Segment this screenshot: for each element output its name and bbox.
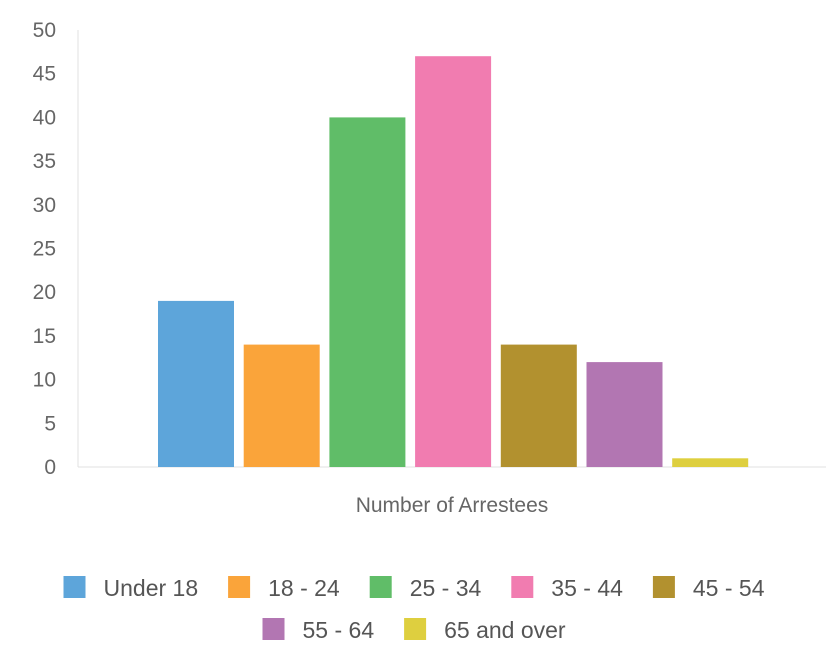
y-tick-label: 0 xyxy=(44,456,56,479)
y-tick-label: 20 xyxy=(33,281,56,304)
legend-swatch-0[interactable] xyxy=(63,576,86,598)
bar-series-0[interactable] xyxy=(158,300,234,467)
y-axis-ticks: 0 5 10 15 20 25 30 35 40 45 50 xyxy=(33,19,56,479)
bar-series-4[interactable] xyxy=(500,344,577,467)
bars-group xyxy=(158,56,749,468)
y-tick-label: 25 xyxy=(33,238,56,261)
y-tick-label: 15 xyxy=(33,325,56,348)
legend: Under 18 18 - 24 25 - 34 35 - 44 45 - 54 55 -… xyxy=(63,575,765,643)
legend-label-1[interactable]: 18 - 24 xyxy=(268,575,340,601)
y-tick-label: 40 xyxy=(33,106,56,129)
legend-swatch-5[interactable] xyxy=(262,618,285,640)
x-axis-label: Number of Arrestees xyxy=(356,494,549,517)
y-tick-label: 50 xyxy=(33,19,56,42)
bar-series-3[interactable] xyxy=(415,56,492,467)
legend-swatch-6[interactable] xyxy=(404,618,427,640)
y-tick-label: 35 xyxy=(33,150,56,173)
bar-series-5[interactable] xyxy=(586,362,663,467)
legend-swatch-2[interactable] xyxy=(369,576,392,598)
legend-label-6[interactable]: 65 and over xyxy=(444,617,566,643)
legend-label-5[interactable]: 55 - 64 xyxy=(303,617,375,643)
legend-label-3[interactable]: 35 - 44 xyxy=(551,575,623,601)
y-tick-label: 5 xyxy=(44,412,56,435)
legend-swatch-3[interactable] xyxy=(511,576,534,598)
legend-label-4[interactable]: 45 - 54 xyxy=(693,575,765,601)
bar-series-1[interactable] xyxy=(243,344,320,467)
y-tick-label: 10 xyxy=(33,369,56,392)
legend-swatch-1[interactable] xyxy=(228,576,251,598)
bar-series-6[interactable] xyxy=(672,458,749,467)
bar-series-2[interactable] xyxy=(329,117,406,468)
y-tick-label: 30 xyxy=(33,194,56,217)
legend-label-0[interactable]: Under 18 xyxy=(104,575,199,601)
legend-label-2[interactable]: 25 - 34 xyxy=(410,575,482,601)
y-tick-label: 45 xyxy=(33,63,56,86)
legend-swatch-4[interactable] xyxy=(652,576,675,598)
